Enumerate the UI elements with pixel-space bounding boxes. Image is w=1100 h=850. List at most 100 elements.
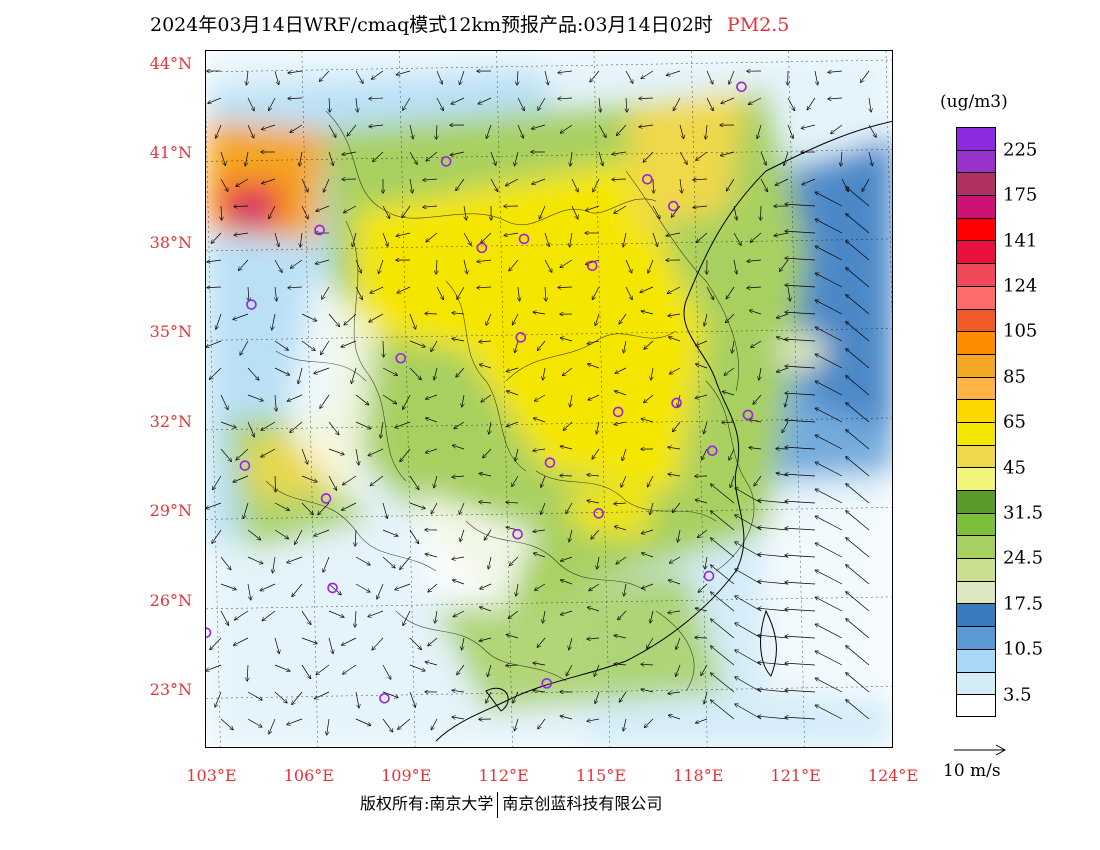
station-marker[interactable] — [703, 570, 715, 582]
station-marker[interactable] — [671, 397, 682, 409]
wind-arrow — [815, 192, 843, 207]
station-marker[interactable] — [476, 242, 488, 254]
wind-arrow — [372, 70, 384, 79]
station-marker[interactable] — [706, 445, 718, 457]
station-marker[interactable] — [440, 156, 452, 167]
wind-arrow — [612, 152, 627, 154]
station-marker[interactable] — [736, 81, 747, 93]
wind-arrow — [206, 664, 222, 671]
wind-arrow — [397, 286, 411, 293]
wind-arrow — [750, 232, 762, 242]
wind-arrow — [535, 394, 546, 401]
wind-arrow — [435, 610, 437, 623]
wind-arrow — [507, 367, 519, 371]
legend-label: 24.5 — [1003, 547, 1044, 569]
station-marker[interactable] — [320, 493, 332, 504]
wind-arrow — [815, 354, 843, 369]
legend-label: 175 — [1003, 184, 1038, 206]
wind-arrow — [532, 124, 546, 129]
wind-arrow — [785, 394, 789, 407]
wind-arrow — [758, 608, 789, 612]
wind-arrow — [216, 313, 222, 329]
wind-arrow — [673, 421, 681, 432]
wind-arrow — [543, 367, 545, 380]
legend-color-box — [956, 217, 996, 241]
city-stations — [206, 81, 754, 704]
wind-arrow — [724, 367, 735, 375]
lat-label: 35°N — [149, 322, 192, 342]
station-marker[interactable] — [586, 260, 598, 272]
wind-arrow — [506, 178, 519, 186]
wind-arrow — [648, 259, 654, 273]
wind-arrow — [599, 97, 601, 112]
station-marker[interactable] — [327, 582, 338, 594]
wind-arrow — [434, 475, 438, 488]
wind-arrow — [614, 635, 627, 639]
wind-arrow — [597, 556, 599, 569]
wind-arrow — [409, 340, 425, 347]
wind-arrow — [652, 205, 660, 218]
station-marker[interactable] — [541, 678, 553, 689]
wind-arrow — [846, 214, 870, 234]
station-marker[interactable] — [668, 200, 679, 212]
wind-arrow — [539, 205, 546, 219]
station-marker[interactable] — [239, 460, 251, 471]
station-marker[interactable] — [642, 173, 653, 185]
wind-arrow — [861, 70, 870, 82]
wind-arrow — [561, 338, 573, 342]
wind-arrow — [397, 70, 411, 75]
lat-lon-grid — [206, 51, 892, 747]
forecast-map[interactable] — [205, 50, 893, 748]
station-marker[interactable] — [379, 692, 390, 704]
wind-arrow — [479, 637, 492, 641]
wind-arrow — [785, 582, 816, 584]
wind-arrow — [400, 556, 411, 569]
wind-arrow — [288, 71, 303, 73]
wind-arrow — [478, 97, 492, 104]
wind-arrow — [507, 421, 519, 426]
wind-arrow — [506, 502, 519, 503]
station-marker[interactable] — [512, 528, 523, 540]
station-marker[interactable] — [246, 299, 257, 310]
station-marker[interactable] — [314, 224, 325, 236]
wind-arrow — [673, 502, 681, 512]
station-marker[interactable] — [395, 352, 407, 364]
wind-arrow — [571, 178, 578, 192]
wind-arrow — [235, 610, 249, 620]
wind-arrow — [538, 340, 546, 350]
station-marker[interactable] — [593, 508, 604, 519]
wind-arrow — [316, 664, 330, 675]
wind-arrow — [587, 638, 600, 639]
wind-arrow — [592, 448, 600, 459]
station-marker[interactable] — [206, 627, 212, 638]
wind-arrow — [750, 310, 762, 315]
station-marker[interactable] — [515, 332, 527, 343]
station-marker[interactable] — [612, 406, 624, 418]
wind-arrow — [560, 476, 573, 477]
station-marker[interactable] — [544, 457, 556, 468]
wind-arrow — [668, 286, 681, 293]
pm25-field — [206, 51, 892, 747]
wind-arrow — [862, 178, 870, 191]
wind-arrow — [234, 206, 249, 207]
wind-arrow — [402, 205, 411, 218]
wind-arrow — [512, 475, 519, 486]
wind-arrow — [355, 610, 356, 627]
wind-arrow — [426, 394, 438, 399]
station-marker[interactable] — [742, 409, 754, 421]
wind-arrow — [693, 206, 708, 208]
station-marker[interactable] — [518, 233, 530, 245]
wind-arrow — [479, 341, 492, 342]
wind-arrow — [490, 151, 496, 165]
wind-arrow — [758, 716, 789, 720]
wind-arrow — [614, 205, 627, 213]
wind-arrow — [588, 394, 600, 400]
wind-arrow — [704, 691, 708, 704]
wind-arrow — [558, 71, 573, 73]
wind-arrow — [216, 124, 222, 138]
wind-arrow — [409, 637, 421, 649]
wind-arrow — [532, 178, 546, 184]
wind-arrow — [453, 580, 465, 585]
wind-arrow — [489, 421, 491, 434]
wind-arrow — [213, 475, 222, 490]
